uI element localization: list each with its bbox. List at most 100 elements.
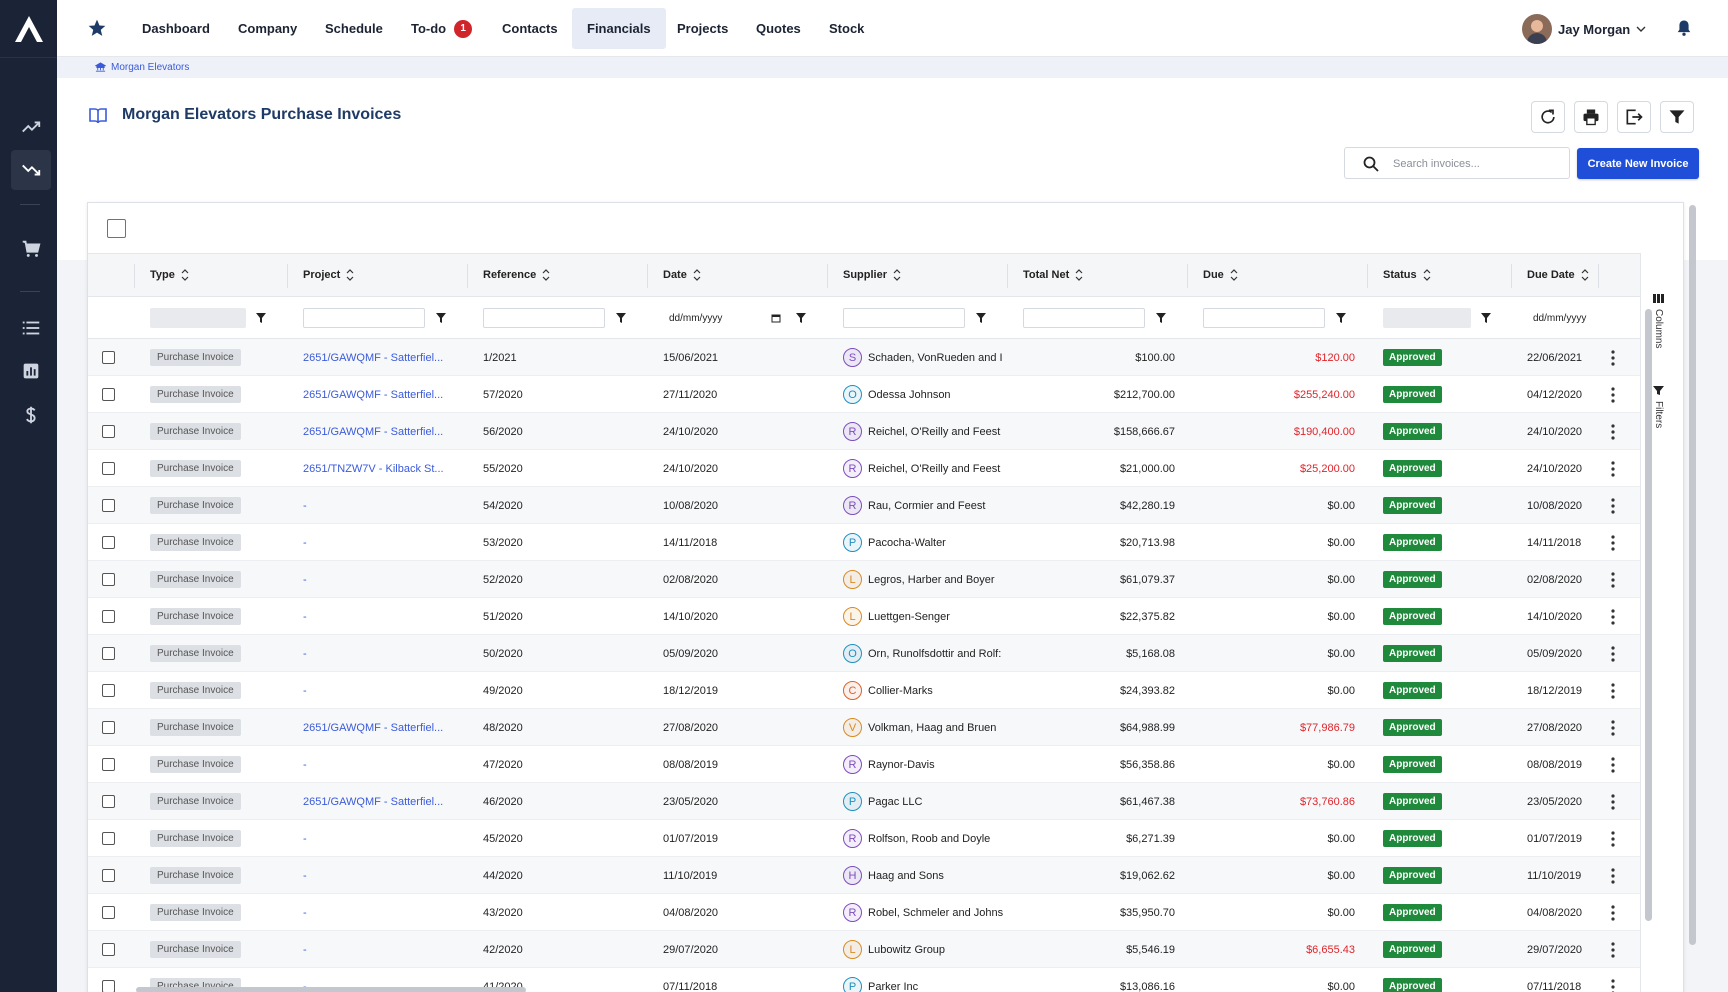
filter-due-date-input[interactable]: dd/mm/yyyy: [1527, 308, 1593, 328]
notifications-bell-icon[interactable]: [1674, 18, 1694, 38]
nav-dashboard[interactable]: Dashboard: [142, 21, 210, 36]
filter-icon[interactable]: [975, 311, 987, 325]
filter-icon[interactable]: [435, 311, 447, 325]
horizontal-scrollbar[interactable]: [136, 987, 526, 992]
row-menu-kebab-icon[interactable]: [1611, 979, 1615, 992]
app-logo-icon[interactable]: [12, 12, 46, 46]
project-link[interactable]: -: [303, 499, 307, 512]
row-checkbox[interactable]: [102, 610, 115, 623]
row-menu-kebab-icon[interactable]: [1611, 498, 1615, 514]
filter-project-input[interactable]: [303, 308, 425, 328]
project-link[interactable]: -: [303, 869, 307, 882]
table-row[interactable]: Purchase Invoice 2651/GAWQMF - Satterfiel…: [88, 339, 1640, 376]
table-row[interactable]: Purchase Invoice - 49/2020 18/12/2019 C Colli…: [88, 672, 1640, 709]
filter-supplier-input[interactable]: [843, 308, 965, 328]
row-checkbox[interactable]: [102, 832, 115, 845]
vertical-scrollbar[interactable]: [1645, 309, 1652, 921]
row-menu-kebab-icon[interactable]: [1611, 942, 1615, 958]
export-button[interactable]: [1617, 101, 1651, 133]
column-header-date[interactable]: Date: [663, 254, 701, 296]
filter-icon[interactable]: [255, 311, 267, 325]
table-row[interactable]: Purchase Invoice - 53/2020 14/11/2018 P Pacoc…: [88, 524, 1640, 561]
filter-status-input[interactable]: [1383, 308, 1471, 328]
project-link[interactable]: 2651/GAWQMF - Satterfiel...: [303, 721, 444, 734]
row-menu-kebab-icon[interactable]: [1611, 646, 1615, 662]
row-menu-kebab-icon[interactable]: [1611, 757, 1615, 773]
project-link[interactable]: -: [303, 573, 307, 586]
sidebar-item-finance[interactable]: [11, 395, 51, 435]
nav-company[interactable]: Company: [238, 21, 298, 36]
row-checkbox[interactable]: [102, 647, 115, 660]
filter-button[interactable]: [1660, 101, 1694, 133]
row-menu-kebab-icon[interactable]: [1611, 424, 1615, 440]
row-checkbox[interactable]: [102, 943, 115, 956]
row-checkbox[interactable]: [102, 388, 115, 401]
sidebar-item-reports[interactable]: [11, 351, 51, 391]
row-checkbox[interactable]: [102, 499, 115, 512]
row-checkbox[interactable]: [102, 462, 115, 475]
row-checkbox[interactable]: [102, 758, 115, 771]
project-link[interactable]: 2651/GAWQMF - Satterfiel...: [303, 795, 444, 808]
filter-date-input[interactable]: dd/mm/yyyy: [663, 308, 785, 328]
sidebar-item-cart[interactable]: [11, 229, 51, 269]
project-link[interactable]: -: [303, 832, 307, 845]
filter-icon[interactable]: [615, 311, 627, 325]
row-checkbox[interactable]: [102, 536, 115, 549]
nav-projects[interactable]: Projects: [677, 21, 729, 36]
row-menu-kebab-icon[interactable]: [1611, 387, 1615, 403]
project-link[interactable]: -: [303, 684, 307, 697]
row-menu-kebab-icon[interactable]: [1611, 535, 1615, 551]
row-checkbox[interactable]: [102, 721, 115, 734]
project-link[interactable]: -: [303, 906, 307, 919]
table-row[interactable]: Purchase Invoice 2651/TNZW7V - Kilback St…: [88, 450, 1640, 487]
row-menu-kebab-icon[interactable]: [1611, 831, 1615, 847]
table-row[interactable]: Purchase Invoice - 42/2020 29/07/2020 L Lubow…: [88, 931, 1640, 968]
row-menu-kebab-icon[interactable]: [1611, 905, 1615, 921]
row-menu-kebab-icon[interactable]: [1611, 572, 1615, 588]
row-menu-kebab-icon[interactable]: [1611, 794, 1615, 810]
row-checkbox[interactable]: [102, 573, 115, 586]
table-row[interactable]: Purchase Invoice - 54/2020 10/08/2020 R Rau, …: [88, 487, 1640, 524]
project-link[interactable]: -: [303, 943, 307, 956]
filter-icon[interactable]: [1155, 311, 1167, 325]
column-header-reference[interactable]: Reference: [483, 254, 550, 296]
breadcrumb-company[interactable]: Morgan Elevators: [111, 62, 190, 73]
column-header-supplier[interactable]: Supplier: [843, 254, 901, 296]
row-checkbox[interactable]: [102, 351, 115, 364]
project-link[interactable]: 2651/TNZW7V - Kilback St...: [303, 462, 444, 475]
sidebar-item-trending-up[interactable]: [11, 107, 51, 147]
user-menu[interactable]: Jay Morgan: [1522, 14, 1646, 44]
table-row[interactable]: Purchase Invoice - 51/2020 14/10/2020 L Luett…: [88, 598, 1640, 635]
table-row[interactable]: Purchase Invoice 2651/GAWQMF - Satterfiel…: [88, 783, 1640, 820]
project-link[interactable]: -: [303, 536, 307, 549]
sidebar-item-trending-down[interactable]: [11, 150, 51, 190]
project-link[interactable]: -: [303, 968, 453, 992]
table-row[interactable]: Purchase Invoice - 44/2020 11/10/2019 H Haag …: [88, 857, 1640, 894]
nav-schedule[interactable]: Schedule: [325, 21, 383, 36]
nav-quotes[interactable]: Quotes: [756, 21, 801, 36]
sidebar-item-list[interactable]: [11, 308, 51, 348]
nav-contacts[interactable]: Contacts: [502, 21, 558, 36]
table-row[interactable]: Purchase Invoice - 47/2020 08/08/2019 R Rayno…: [88, 746, 1640, 783]
column-header-total-net[interactable]: Total Net: [1023, 254, 1083, 296]
page-vertical-scrollbar[interactable]: [1689, 205, 1696, 945]
row-checkbox[interactable]: [102, 869, 115, 882]
filters-panel-tab[interactable]: Filters: [1653, 385, 1664, 428]
nav-stock[interactable]: Stock: [829, 21, 865, 36]
filter-icon[interactable]: [1335, 311, 1347, 325]
row-checkbox[interactable]: [102, 906, 115, 919]
filter-due-input[interactable]: [1203, 308, 1325, 328]
table-row[interactable]: Purchase Invoice - 45/2020 01/07/2019 R Rolfs…: [88, 820, 1640, 857]
create-new-invoice-button[interactable]: Create New Invoice: [1577, 148, 1699, 179]
project-link[interactable]: -: [303, 610, 307, 623]
table-row[interactable]: Purchase Invoice - 52/2020 02/08/2020 L Legro…: [88, 561, 1640, 598]
project-link[interactable]: 2651/GAWQMF - Satterfiel...: [303, 388, 444, 401]
filter-icon[interactable]: [795, 311, 807, 325]
row-checkbox[interactable]: [102, 684, 115, 697]
refresh-button[interactable]: [1531, 101, 1565, 133]
columns-panel-tab[interactable]: Columns: [1653, 293, 1664, 348]
calendar-icon[interactable]: [771, 313, 781, 323]
print-button[interactable]: [1574, 101, 1608, 133]
row-menu-kebab-icon[interactable]: [1611, 461, 1615, 477]
nav-todo[interactable]: To-do 1: [396, 8, 487, 49]
